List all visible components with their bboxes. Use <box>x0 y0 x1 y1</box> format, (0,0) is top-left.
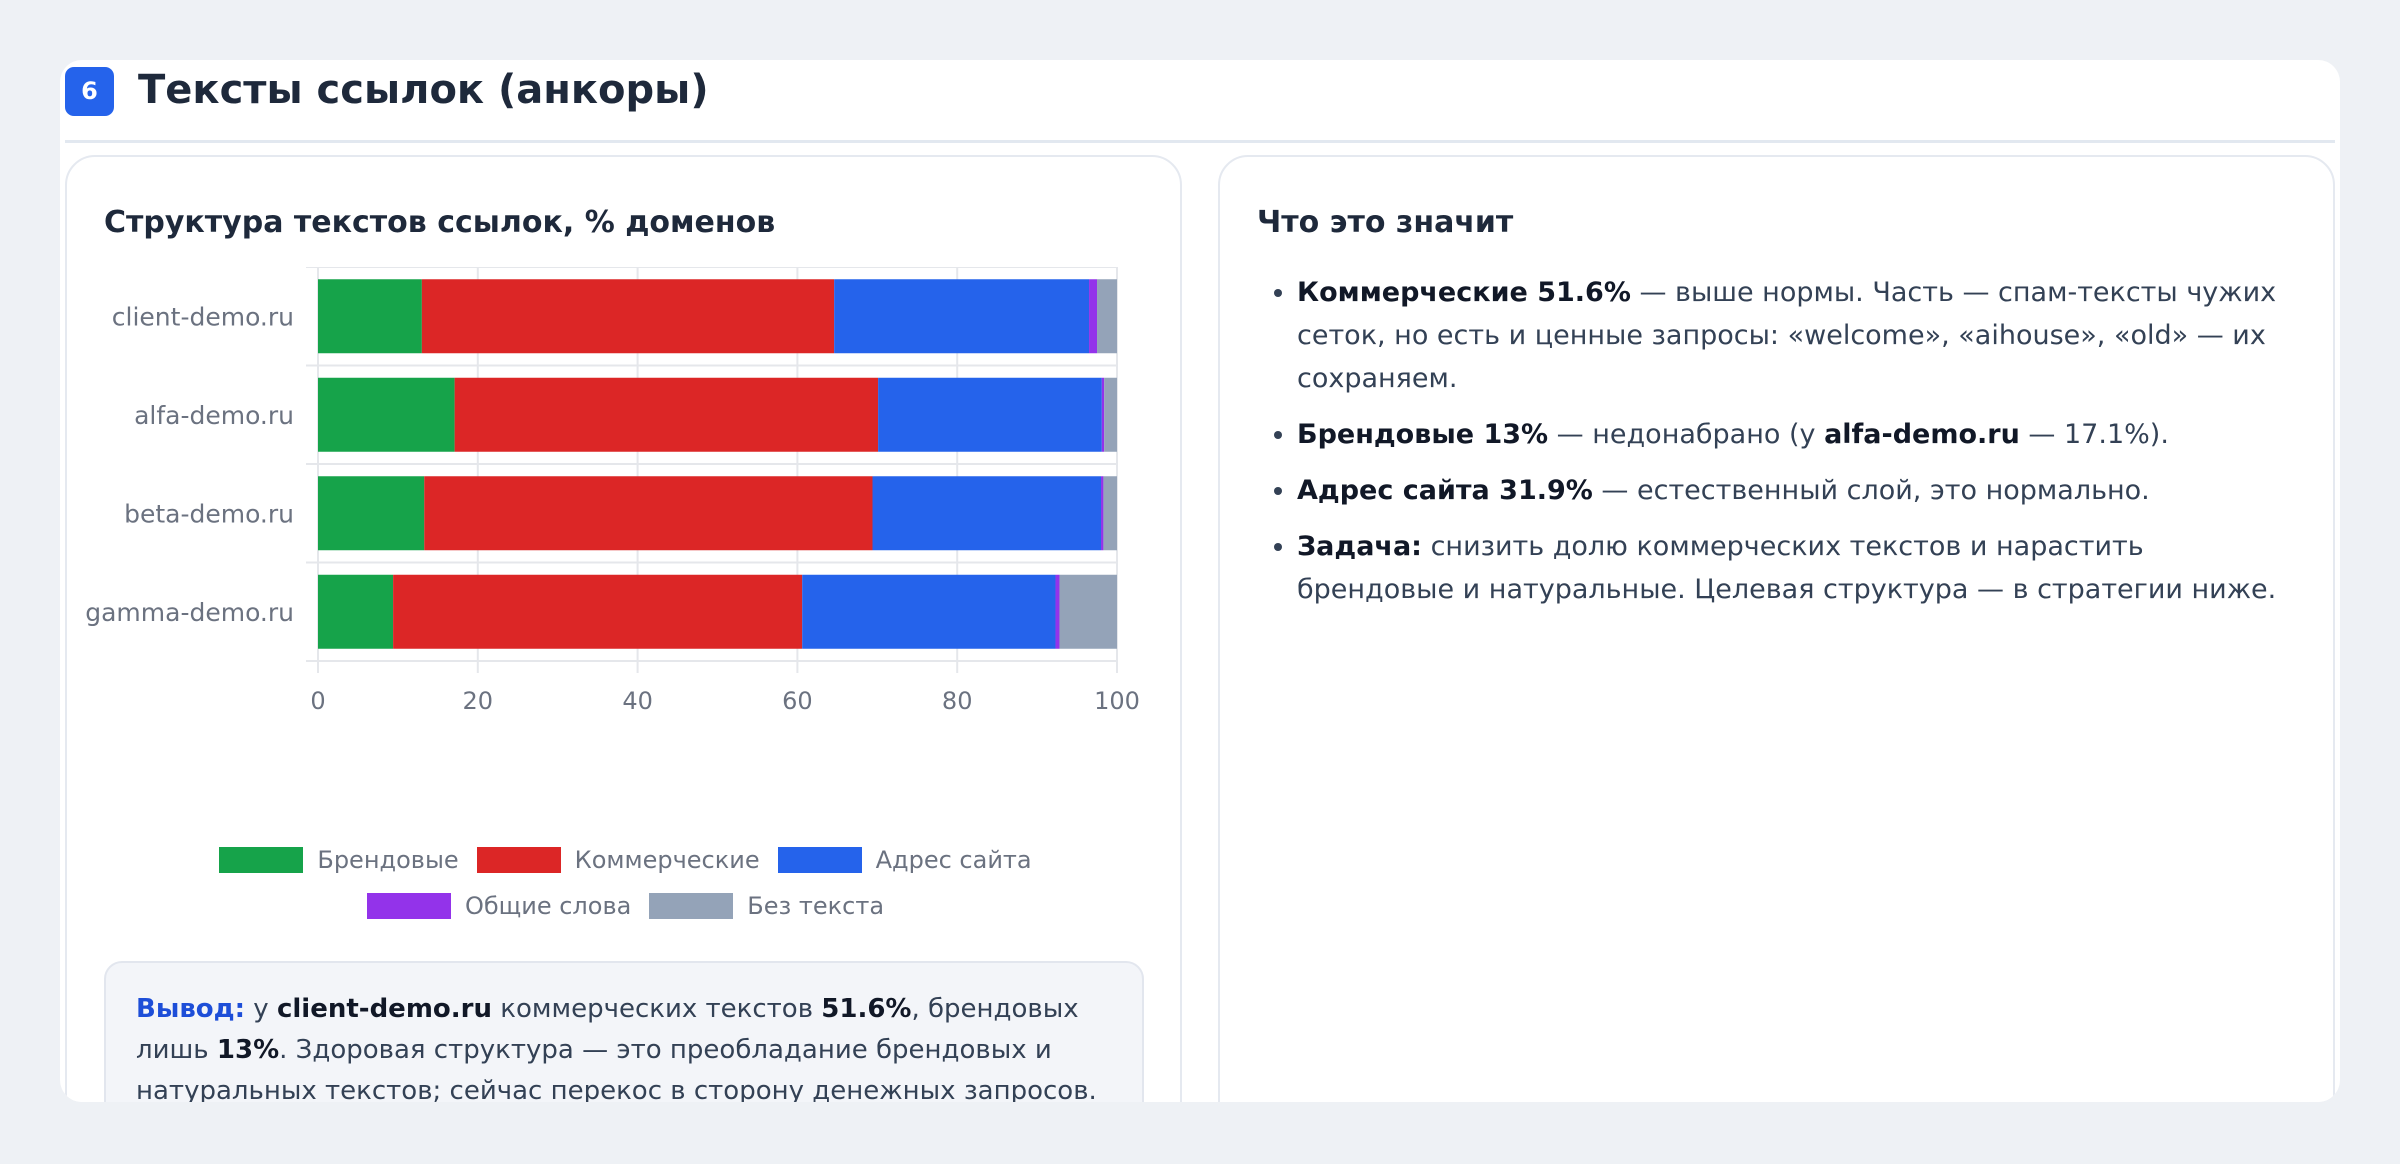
meaning-item-text: — 17.1%). <box>2019 419 2169 450</box>
meaning-list: Коммерческие 51.6% — выше нормы. Часть —… <box>1257 271 2307 624</box>
conclusion-brand-value: 13% <box>216 1035 280 1065</box>
section-card: 6 Тексты ссылок (анкоры) Структура текст… <box>60 60 2340 1102</box>
meaning-item-task: Задача: снизить долю коммерческих тексто… <box>1297 525 2307 611</box>
legend-swatch <box>219 847 304 873</box>
legend-item: Брендовые <box>219 846 459 874</box>
meaning-item-brand: Брендовые 13% — недонабрано (у alfa-demo… <box>1297 413 2307 456</box>
legend-item: Общие слова <box>366 892 632 920</box>
section-header: 6 Тексты ссылок (анкоры) <box>60 60 2340 143</box>
bar-segment <box>1097 279 1117 354</box>
section-number-badge: 6 <box>65 67 114 116</box>
bar-segment <box>1059 574 1117 649</box>
chart-title: Структура текстов ссылок, % доменов <box>104 205 776 240</box>
bar-segment <box>1104 377 1117 452</box>
bar-segment <box>1101 377 1105 452</box>
bar-segment <box>834 279 1090 354</box>
legend-swatch <box>366 893 451 919</box>
bar-segment <box>318 279 422 354</box>
bar-segment <box>421 279 835 354</box>
bar-segment <box>1101 476 1104 551</box>
legend-label: Брендовые <box>317 846 459 874</box>
legend-label: Без текста <box>747 892 885 920</box>
bar-segment <box>1103 476 1117 551</box>
x-tick-label: 40 <box>622 687 653 715</box>
section-title: Тексты ссылок (анкоры) <box>138 67 709 113</box>
legend-swatch <box>649 893 734 919</box>
bar-segment <box>878 377 1102 452</box>
meaning-item-strong: Задача: <box>1297 531 1422 562</box>
chart-legend: Брендовые Коммерческие Адрес сайта Общие с… <box>67 840 1184 932</box>
y-category-label: alfa-demo.ru <box>134 401 294 430</box>
legend-swatch <box>476 847 561 873</box>
bar-segment <box>424 476 873 551</box>
bar-segment <box>318 476 425 551</box>
bar-segment <box>393 574 803 649</box>
bar-segment <box>1055 574 1060 649</box>
conclusion-text: . Здоровая структура — это преобладание … <box>136 1035 1097 1102</box>
legend-item: Без текста <box>649 892 884 920</box>
y-category-label: gamma-demo.ru <box>85 598 294 627</box>
x-tick-label: 60 <box>782 687 813 715</box>
legend-row: Брендовые Коммерческие Адрес сайта <box>67 840 1184 880</box>
bar-segment <box>802 574 1056 649</box>
header-divider <box>65 140 2335 143</box>
legend-row: Общие слова Без текста <box>67 886 1184 926</box>
bar-segment <box>318 574 394 649</box>
x-tick-label: 100 <box>1094 687 1140 715</box>
conclusion-lead: Вывод: <box>136 994 246 1024</box>
meaning-item-text: — недонабрано (у <box>1548 419 1825 450</box>
meaning-item-text: снизить долю коммерческих текстов и нара… <box>1297 531 2277 605</box>
x-tick-label: 80 <box>942 687 973 715</box>
bar-segment <box>1089 279 1098 354</box>
legend-swatch <box>777 847 862 873</box>
meaning-item-text: — естественный слой, это нормально. <box>1592 475 2150 506</box>
meaning-item-strong: Брендовые 13% <box>1297 419 1549 450</box>
conclusion-box: Вывод: у client-demo.ru коммерческих тек… <box>104 961 1144 1102</box>
y-category-label: beta-demo.ru <box>124 499 294 528</box>
bar-segment <box>872 476 1102 551</box>
x-tick-label: 0 <box>310 687 325 715</box>
legend-label: Общие слова <box>464 892 632 920</box>
conclusion-text: , брендовых лишь <box>136 994 1079 1065</box>
meaning-title: Что это значит <box>1257 205 1514 240</box>
conclusion-site: client-demo.ru <box>276 994 492 1024</box>
meaning-item-commercial: Коммерческие 51.6% — выше нормы. Часть —… <box>1297 271 2307 400</box>
meaning-item-text: — выше нормы. Часть — спам-тексты чужих … <box>1297 277 2277 394</box>
y-category-label: client-demo.ru <box>112 302 294 331</box>
legend-label: Коммерческие <box>574 846 760 874</box>
conclusion-commercial-value: 51.6% <box>821 994 912 1024</box>
meaning-item-strong: alfa-demo.ru <box>1824 419 2020 450</box>
legend-item: Адрес сайта <box>777 846 1032 874</box>
legend-label: Адрес сайта <box>875 846 1032 874</box>
meaning-panel: Что это значит Коммерческие 51.6% — выше… <box>1218 155 2335 1102</box>
bar-segment <box>454 377 879 452</box>
conclusion-text: коммерческих текстов <box>491 994 822 1024</box>
meaning-item-strong: Коммерческие 51.6% <box>1297 277 1631 308</box>
meaning-item-strong: Адрес сайта 31.9% <box>1297 475 1593 506</box>
meaning-item-site-address: Адрес сайта 31.9% — естественный слой, э… <box>1297 469 2307 512</box>
x-tick-label: 20 <box>463 687 494 715</box>
bar-segment <box>318 377 455 452</box>
anchor-structure-chart: 0 20 40 60 80 100 client-demo.ru alfa-demo.ru be… <box>85 267 1140 715</box>
conclusion-text: у <box>245 994 277 1024</box>
legend-item: Коммерческие <box>476 846 760 874</box>
chart-panel: Структура текстов ссылок, % доменов 0 20 4… <box>65 155 1182 1102</box>
